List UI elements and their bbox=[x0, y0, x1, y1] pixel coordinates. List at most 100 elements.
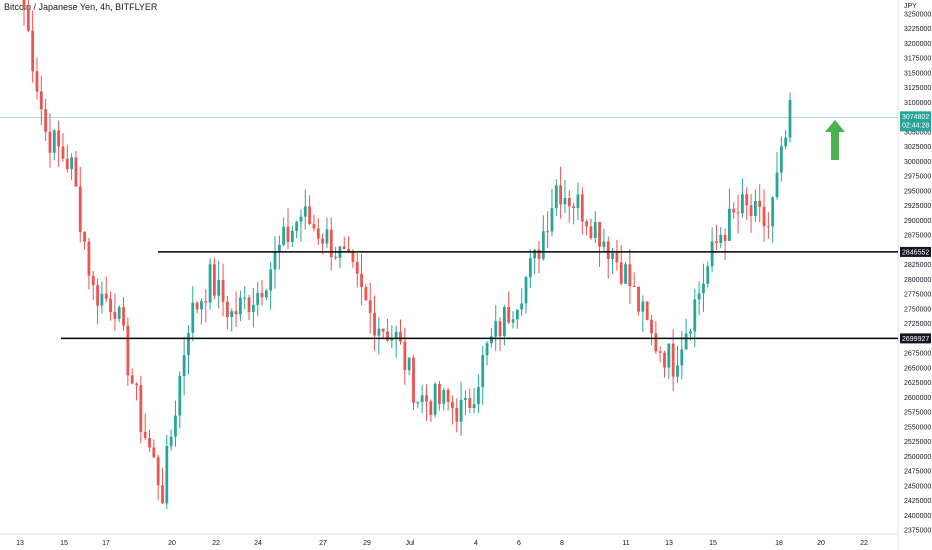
candle-body bbox=[520, 303, 524, 310]
candle-body bbox=[39, 91, 43, 110]
candle-body bbox=[156, 457, 160, 486]
candle-body bbox=[152, 447, 156, 458]
up-arrow-icon[interactable] bbox=[825, 120, 845, 160]
candle-body bbox=[342, 246, 346, 249]
candle-body bbox=[161, 485, 164, 504]
candle-body bbox=[563, 197, 567, 205]
x-tick-label: 17 bbox=[102, 540, 110, 547]
candle-body bbox=[65, 158, 69, 170]
candle-body bbox=[325, 229, 329, 244]
candle-body bbox=[303, 206, 307, 217]
candle-body bbox=[736, 212, 740, 214]
y-tick-label: 3000000 bbox=[904, 159, 931, 166]
candle-body bbox=[689, 331, 692, 334]
candle-body bbox=[619, 262, 623, 284]
candle-body bbox=[425, 395, 428, 402]
y-tick-label: 2825000 bbox=[904, 262, 931, 269]
candle-body bbox=[654, 333, 658, 352]
candle-body bbox=[693, 299, 697, 332]
level-price-label: 2699927 bbox=[902, 336, 929, 343]
x-tick-label: 24 bbox=[254, 540, 262, 547]
candle-body bbox=[740, 194, 744, 214]
candle-body bbox=[200, 301, 203, 310]
candle-body bbox=[96, 285, 99, 306]
candle-body bbox=[663, 352, 666, 368]
candle-body bbox=[546, 231, 550, 233]
candle-body bbox=[221, 279, 225, 302]
y-tick-label: 3025000 bbox=[904, 144, 931, 151]
candle-body bbox=[22, 0, 26, 9]
candle-body bbox=[373, 312, 376, 336]
y-axis-unit: JPY bbox=[904, 3, 917, 10]
candle-body bbox=[347, 248, 350, 252]
candle-body bbox=[528, 258, 532, 277]
candle-body bbox=[429, 401, 433, 415]
candle-body bbox=[238, 297, 242, 315]
y-tick-label: 2600000 bbox=[904, 395, 931, 402]
candle-body bbox=[766, 226, 770, 228]
y-tick-label: 2450000 bbox=[904, 483, 931, 490]
candle-body bbox=[113, 312, 117, 319]
candle-body bbox=[100, 293, 104, 306]
candle-body bbox=[684, 333, 688, 350]
candle-body bbox=[489, 336, 493, 344]
x-tick-label: 22 bbox=[860, 540, 868, 547]
y-tick-label: 3050000 bbox=[904, 129, 931, 136]
candle-body bbox=[477, 387, 480, 405]
candle-body bbox=[360, 273, 363, 288]
candle-body bbox=[377, 328, 381, 336]
y-tick-label: 2575000 bbox=[904, 410, 931, 417]
candle-body bbox=[83, 231, 86, 242]
x-tick-label: 13 bbox=[16, 540, 24, 547]
candle-body bbox=[52, 130, 56, 153]
candle-body bbox=[710, 241, 714, 267]
candle-body bbox=[567, 197, 571, 207]
candle-countdown-label: 02:44:28 bbox=[902, 122, 929, 129]
level-price-badge bbox=[900, 246, 931, 257]
candle-body bbox=[728, 208, 731, 241]
candle-body bbox=[624, 264, 627, 284]
y-tick-label: 3200000 bbox=[904, 41, 931, 48]
candle-body bbox=[680, 349, 684, 366]
candle-body bbox=[178, 375, 182, 416]
candle-body bbox=[606, 241, 610, 260]
candle-body bbox=[749, 205, 753, 216]
candle-body bbox=[485, 343, 489, 356]
candle-body bbox=[256, 292, 260, 305]
candle-body bbox=[550, 208, 554, 232]
candle-body bbox=[364, 287, 368, 301]
candle-body bbox=[507, 306, 511, 323]
candle-body bbox=[321, 238, 325, 244]
x-tick-label: 6 bbox=[517, 540, 521, 547]
candle-body bbox=[723, 234, 727, 241]
y-tick-label: 2425000 bbox=[904, 498, 931, 505]
candle-body bbox=[598, 221, 601, 247]
candle-body bbox=[109, 298, 112, 313]
candle-body bbox=[48, 131, 52, 153]
candle-body bbox=[641, 301, 645, 312]
y-tick-label: 2950000 bbox=[904, 188, 931, 195]
candle-body bbox=[775, 172, 779, 198]
y-tick-label: 3125000 bbox=[904, 85, 931, 92]
candle-body bbox=[308, 206, 312, 225]
chart-title: Bitcoin / Japanese Yen, 4h, BITFLYER bbox=[4, 2, 158, 12]
candle-body bbox=[394, 331, 398, 339]
y-tick-label: 2400000 bbox=[904, 513, 931, 520]
x-tick-label: 20 bbox=[168, 540, 176, 547]
candle-body bbox=[139, 385, 143, 432]
candle-body bbox=[745, 194, 749, 206]
candle-body bbox=[753, 200, 757, 216]
candle-body bbox=[44, 109, 48, 132]
candle-body bbox=[632, 286, 636, 288]
candle-body bbox=[213, 264, 216, 296]
candle-body bbox=[135, 383, 138, 386]
y-tick-label: 2775000 bbox=[904, 292, 931, 299]
candle-body bbox=[334, 257, 337, 259]
candle-body bbox=[702, 283, 705, 294]
candle-body bbox=[165, 445, 169, 504]
candle-body bbox=[455, 407, 459, 422]
candle-body bbox=[779, 146, 783, 173]
candle-body bbox=[451, 401, 454, 408]
candle-body bbox=[243, 297, 247, 299]
